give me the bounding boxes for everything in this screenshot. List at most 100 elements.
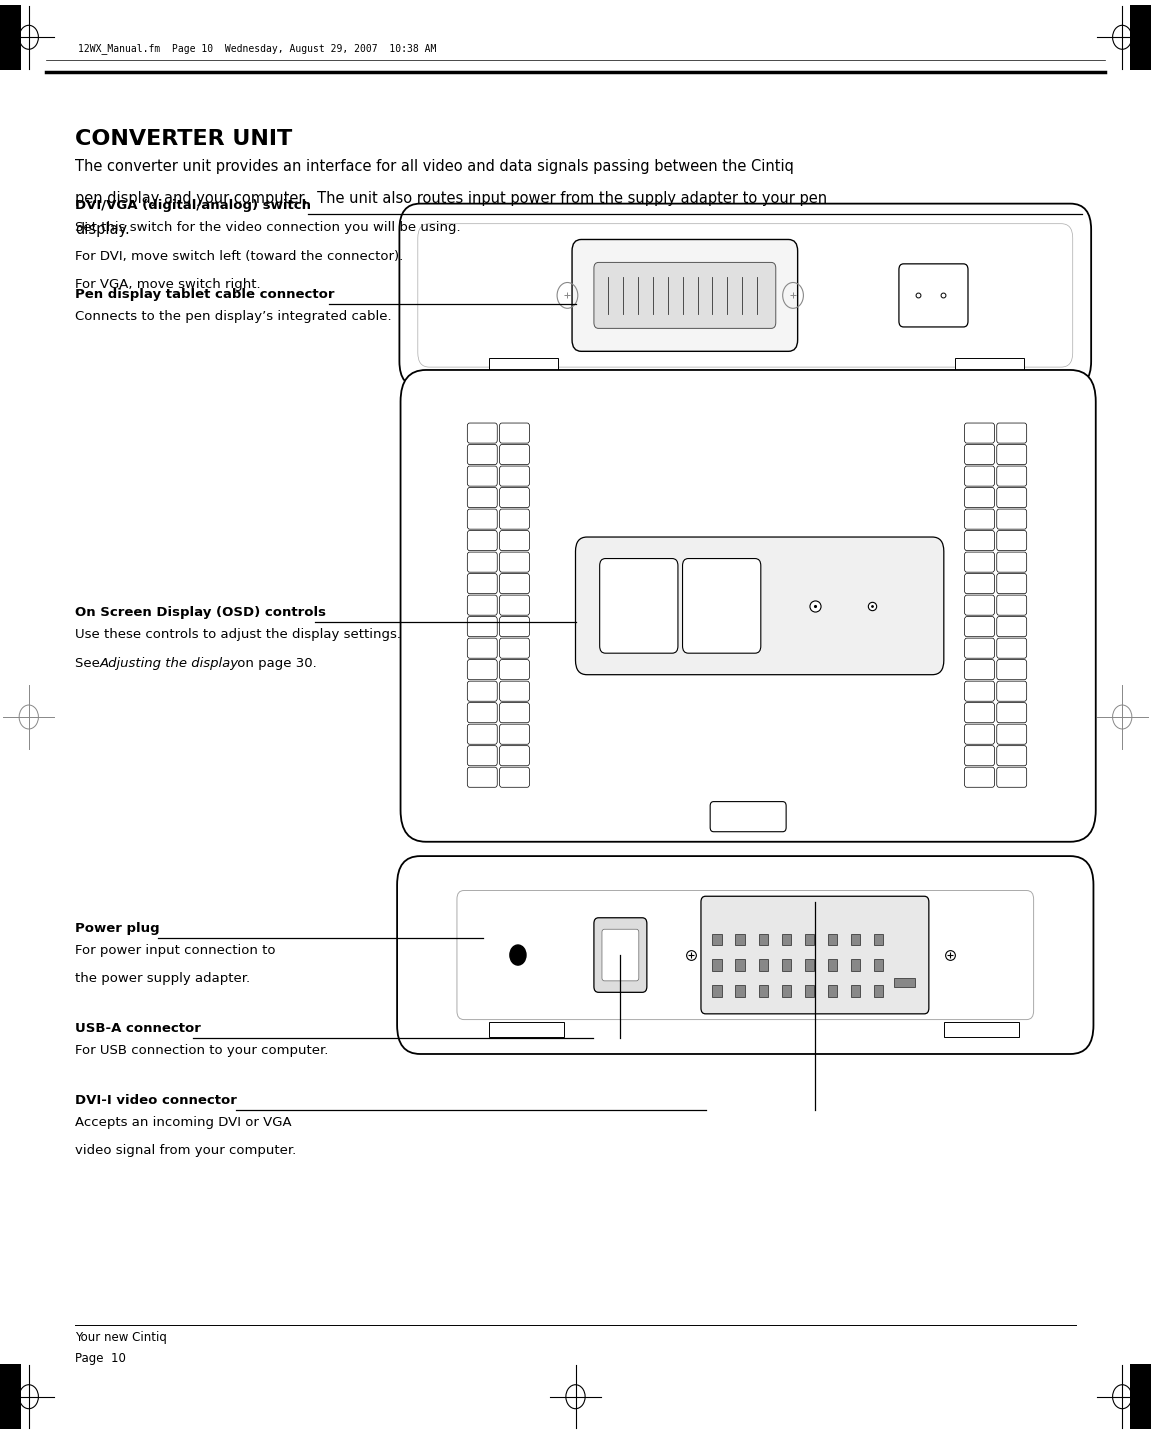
FancyBboxPatch shape <box>500 638 529 658</box>
Text: Adjusting the display: Adjusting the display <box>100 657 239 670</box>
FancyBboxPatch shape <box>965 767 994 787</box>
FancyBboxPatch shape <box>467 746 497 766</box>
Text: For VGA, move switch right.: For VGA, move switch right. <box>75 278 260 291</box>
Text: Accepts an incoming DVI or VGA: Accepts an incoming DVI or VGA <box>75 1116 291 1129</box>
FancyBboxPatch shape <box>997 767 1027 787</box>
Bar <box>0 6 21 69</box>
Bar <box>874 934 883 945</box>
FancyBboxPatch shape <box>500 767 529 787</box>
FancyBboxPatch shape <box>997 445 1027 465</box>
FancyBboxPatch shape <box>467 423 497 443</box>
Bar <box>1130 1365 1151 1428</box>
FancyBboxPatch shape <box>500 531 529 551</box>
Bar <box>805 959 814 971</box>
Bar <box>874 985 883 997</box>
FancyBboxPatch shape <box>600 558 678 654</box>
FancyBboxPatch shape <box>401 370 1096 842</box>
Text: See: See <box>75 657 104 670</box>
FancyBboxPatch shape <box>997 746 1027 766</box>
FancyBboxPatch shape <box>965 703 994 723</box>
FancyBboxPatch shape <box>500 574 529 594</box>
Bar <box>782 985 791 997</box>
Text: DVI-I video connector: DVI-I video connector <box>75 1094 237 1107</box>
FancyBboxPatch shape <box>397 856 1093 1054</box>
FancyBboxPatch shape <box>997 509 1027 529</box>
FancyBboxPatch shape <box>965 423 994 443</box>
Bar <box>712 985 722 997</box>
FancyBboxPatch shape <box>594 918 647 992</box>
FancyBboxPatch shape <box>467 767 497 787</box>
FancyBboxPatch shape <box>997 617 1027 637</box>
FancyBboxPatch shape <box>965 488 994 508</box>
FancyBboxPatch shape <box>965 660 994 680</box>
Bar <box>782 934 791 945</box>
Text: Your new Cintiq: Your new Cintiq <box>75 1331 167 1344</box>
FancyBboxPatch shape <box>500 509 529 529</box>
Text: Pen display tablet cable connector: Pen display tablet cable connector <box>75 288 334 301</box>
FancyBboxPatch shape <box>500 746 529 766</box>
Bar <box>735 985 745 997</box>
Bar <box>851 934 860 945</box>
FancyBboxPatch shape <box>997 423 1027 443</box>
Text: the power supply adapter.: the power supply adapter. <box>75 972 250 985</box>
FancyBboxPatch shape <box>683 558 761 654</box>
FancyBboxPatch shape <box>467 509 497 529</box>
Circle shape <box>500 932 536 978</box>
FancyBboxPatch shape <box>602 929 639 981</box>
Text: The converter unit provides an interface for all video and data signals passing : The converter unit provides an interface… <box>75 159 794 174</box>
FancyBboxPatch shape <box>997 552 1027 572</box>
FancyBboxPatch shape <box>701 896 929 1014</box>
FancyBboxPatch shape <box>965 552 994 572</box>
Text: video signal from your computer.: video signal from your computer. <box>75 1144 296 1157</box>
FancyBboxPatch shape <box>500 681 529 701</box>
Bar <box>955 358 1024 373</box>
Bar <box>894 978 915 987</box>
FancyBboxPatch shape <box>997 574 1027 594</box>
FancyBboxPatch shape <box>467 552 497 572</box>
FancyBboxPatch shape <box>997 488 1027 508</box>
FancyBboxPatch shape <box>467 531 497 551</box>
FancyBboxPatch shape <box>997 681 1027 701</box>
Bar <box>782 959 791 971</box>
Bar <box>0 1365 21 1428</box>
FancyBboxPatch shape <box>500 423 529 443</box>
FancyBboxPatch shape <box>594 262 776 328</box>
Text: For DVI, move switch left (toward the connector).: For DVI, move switch left (toward the co… <box>75 250 403 262</box>
Bar <box>944 1022 1019 1037</box>
Bar <box>759 985 768 997</box>
FancyBboxPatch shape <box>467 574 497 594</box>
Circle shape <box>488 918 548 992</box>
FancyBboxPatch shape <box>965 466 994 486</box>
Bar <box>805 985 814 997</box>
FancyBboxPatch shape <box>997 466 1027 486</box>
Bar <box>851 985 860 997</box>
Bar <box>828 934 837 945</box>
FancyBboxPatch shape <box>467 660 497 680</box>
Bar <box>735 959 745 971</box>
FancyBboxPatch shape <box>399 204 1091 387</box>
FancyBboxPatch shape <box>467 445 497 465</box>
Text: For power input connection to: For power input connection to <box>75 944 275 956</box>
Text: CONVERTER UNIT: CONVERTER UNIT <box>75 129 292 149</box>
FancyBboxPatch shape <box>997 703 1027 723</box>
FancyBboxPatch shape <box>965 445 994 465</box>
FancyBboxPatch shape <box>899 264 968 327</box>
Circle shape <box>510 945 526 965</box>
Bar <box>805 934 814 945</box>
Text: Power plug: Power plug <box>75 922 160 935</box>
FancyBboxPatch shape <box>965 638 994 658</box>
FancyBboxPatch shape <box>500 488 529 508</box>
Text: pen display and your computer.  The unit also routes input power from the supply: pen display and your computer. The unit … <box>75 191 826 205</box>
FancyBboxPatch shape <box>997 531 1027 551</box>
Text: USB-A connector: USB-A connector <box>75 1022 200 1035</box>
FancyBboxPatch shape <box>965 746 994 766</box>
Bar <box>874 959 883 971</box>
FancyBboxPatch shape <box>467 724 497 744</box>
FancyBboxPatch shape <box>467 488 497 508</box>
FancyBboxPatch shape <box>965 531 994 551</box>
Text: on page 30.: on page 30. <box>233 657 317 670</box>
FancyBboxPatch shape <box>467 595 497 615</box>
Bar <box>712 934 722 945</box>
FancyBboxPatch shape <box>467 681 497 701</box>
Text: Use these controls to adjust the display settings.: Use these controls to adjust the display… <box>75 628 401 641</box>
